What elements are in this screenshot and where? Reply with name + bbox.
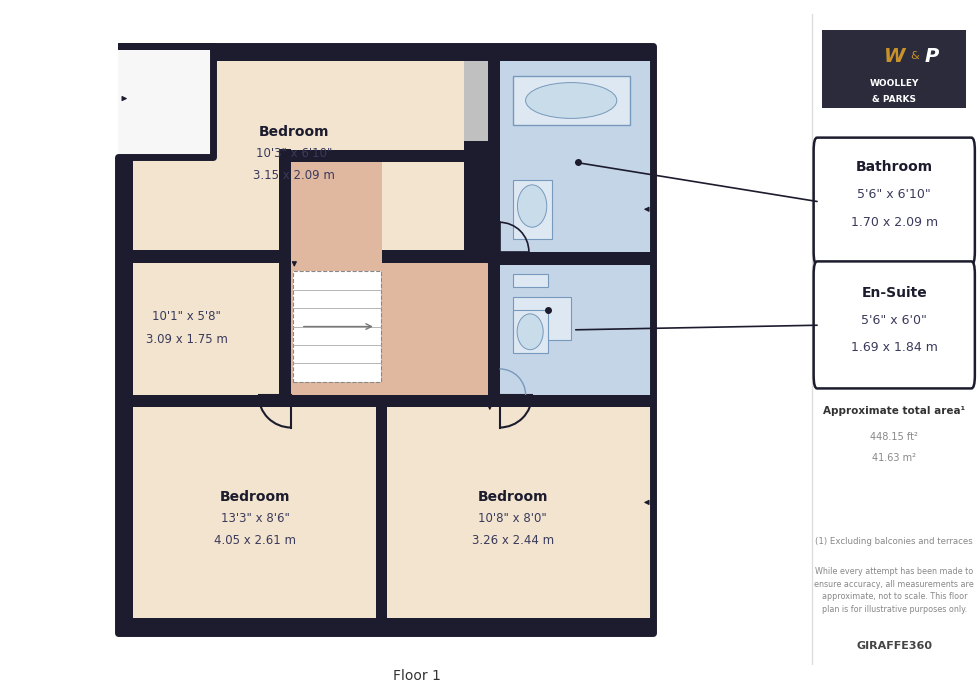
Bar [279,149,291,395]
Text: 1.69 x 1.84 m: 1.69 x 1.84 m [851,341,938,354]
FancyBboxPatch shape [813,261,975,388]
Bar [119,46,213,157]
Bar [293,271,381,382]
Bar [119,46,653,633]
Text: 10'3" x 6'10": 10'3" x 6'10" [256,148,332,160]
Text: Bedroom: Bedroom [259,125,329,139]
Bar [133,61,464,252]
Bar [513,76,630,125]
Text: P: P [925,46,939,66]
Text: &: & [910,51,919,61]
Text: W: W [884,46,905,66]
Text: 5'6" x 6'0": 5'6" x 6'0" [861,313,927,326]
Text: & PARKS: & PARKS [872,96,916,105]
Text: Bathroom: Bathroom [856,160,933,174]
Text: Bedroom: Bedroom [220,490,290,505]
FancyBboxPatch shape [822,30,966,108]
Text: 5'6" x 6'10": 5'6" x 6'10" [858,188,931,202]
Bar [291,150,500,161]
Bar [133,250,291,263]
FancyBboxPatch shape [813,138,975,265]
Text: 41.63 m²: 41.63 m² [872,453,916,463]
Bar [500,395,652,407]
Text: 3.09 x 1.75 m: 3.09 x 1.75 m [146,333,227,346]
Ellipse shape [517,185,547,227]
Bar [500,61,652,252]
Text: 3.26 x 2.44 m: 3.26 x 2.44 m [471,534,554,547]
Bar [133,395,500,407]
Bar [375,407,387,618]
Text: 448.15 ft²: 448.15 ft² [870,432,918,442]
Bar [513,274,549,288]
Bar [500,252,652,263]
Text: Approximate total area¹: Approximate total area¹ [823,406,965,416]
Bar [382,250,500,263]
Text: WOOLLEY: WOOLLEY [869,79,919,88]
Text: Floor 1: Floor 1 [393,669,440,683]
Ellipse shape [517,314,543,350]
Text: 13'3" x 8'6": 13'3" x 8'6" [220,512,290,525]
Bar [133,405,375,618]
Bar [513,180,552,238]
Bar [513,297,571,340]
Bar [513,310,549,353]
Text: 4.05 x 2.61 m: 4.05 x 2.61 m [215,534,296,547]
Ellipse shape [525,82,616,119]
Text: 3.15 x 2.09 m: 3.15 x 2.09 m [254,169,335,182]
Text: En-Suite: En-Suite [861,286,927,299]
Bar [293,271,381,382]
Text: 10'8" x 8'0": 10'8" x 8'0" [478,512,547,525]
Text: GIRAFFE360: GIRAFFE360 [857,641,932,651]
Bar [500,265,652,395]
Bar [387,405,652,618]
Text: Bedroom: Bedroom [477,490,548,505]
Text: While every attempt has been made to
ensure accuracy, all measurements are
appro: While every attempt has been made to ens… [814,567,974,613]
Text: 1.70 x 2.09 m: 1.70 x 2.09 m [851,216,938,229]
Bar [488,61,500,395]
Bar [291,252,500,395]
Bar [291,161,382,252]
Bar [464,61,500,141]
Bar [133,252,291,395]
Text: 10'1" x 5'8": 10'1" x 5'8" [153,310,221,323]
Text: (1) Excluding balconies and terraces: (1) Excluding balconies and terraces [815,537,973,546]
